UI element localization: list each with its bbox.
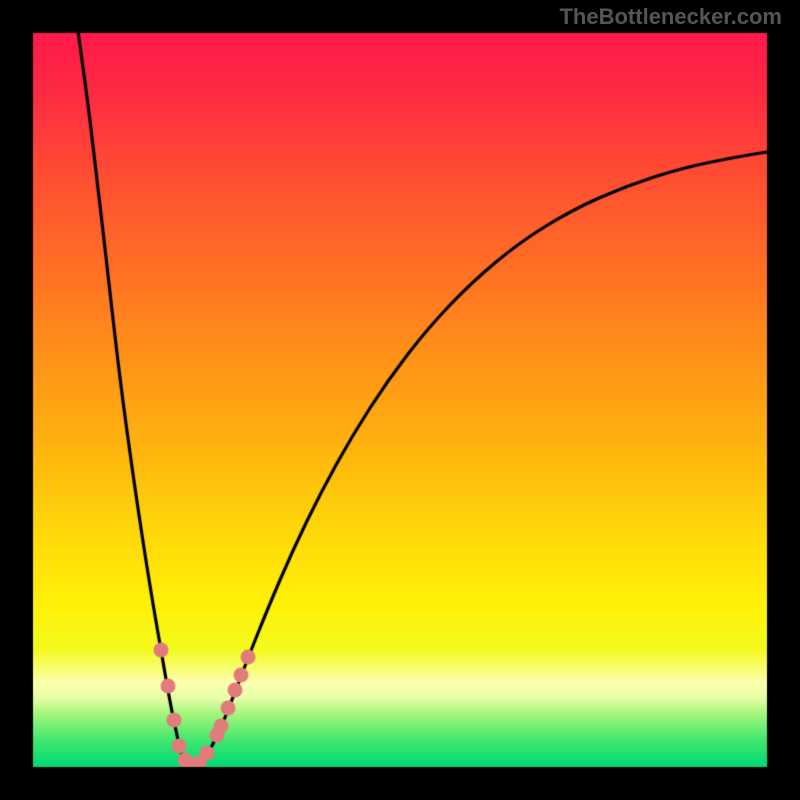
gradient-curve-canvas [0,0,800,800]
watermark-text: TheBottlenecker.com [559,4,782,30]
chart-container: TheBottlenecker.com [0,0,800,800]
